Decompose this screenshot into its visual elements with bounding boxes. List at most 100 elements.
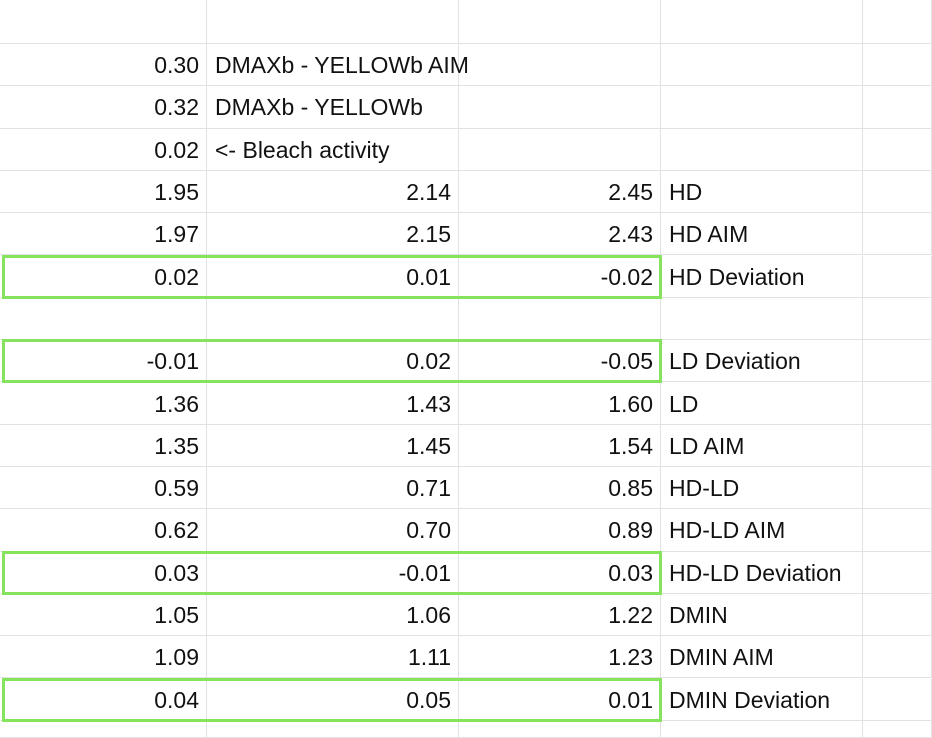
- cell[interactable]: [0, 382, 207, 425]
- label-cell-text: DMAXb - YELLOWb AIM: [215, 52, 469, 79]
- cell[interactable]: [0, 0, 207, 44]
- cell[interactable]: [863, 467, 932, 510]
- cell[interactable]: [459, 297, 661, 341]
- label-cell-text: HD-LD AIM: [669, 517, 786, 544]
- number-cell-text: 0.71: [406, 475, 451, 502]
- label-cell-text: HD: [669, 179, 703, 206]
- cell[interactable]: [661, 467, 863, 510]
- cell[interactable]: [661, 213, 863, 256]
- cell[interactable]: [0, 424, 207, 467]
- cell[interactable]: [459, 86, 661, 129]
- cell[interactable]: [459, 382, 661, 425]
- cell[interactable]: [0, 128, 207, 171]
- number-cell-text: -0.01: [398, 559, 451, 586]
- cell[interactable]: [459, 44, 661, 87]
- cell[interactable]: [863, 424, 932, 467]
- cell[interactable]: [0, 86, 207, 129]
- cell[interactable]: [661, 678, 863, 721]
- cell[interactable]: [207, 424, 459, 467]
- cell[interactable]: [863, 636, 932, 679]
- cell[interactable]: [459, 0, 661, 44]
- cell[interactable]: [459, 424, 661, 467]
- number-cell-text: 1.43: [406, 390, 451, 417]
- cell[interactable]: [207, 593, 459, 637]
- label-cell-text: <- Bleach activity: [215, 136, 390, 163]
- cell[interactable]: [863, 44, 932, 87]
- cell[interactable]: [207, 467, 459, 510]
- cell[interactable]: [0, 467, 207, 510]
- cell[interactable]: [661, 720, 863, 738]
- cell[interactable]: [863, 678, 932, 721]
- number-cell-text: 0.04: [154, 686, 199, 713]
- cell[interactable]: [661, 128, 863, 171]
- number-cell-text: 2.45: [608, 179, 653, 206]
- cell[interactable]: [459, 128, 661, 171]
- cell[interactable]: [661, 255, 863, 298]
- cell[interactable]: [207, 382, 459, 425]
- cell[interactable]: [661, 593, 863, 637]
- cell[interactable]: [0, 297, 207, 341]
- cell[interactable]: [0, 720, 207, 738]
- number-cell-text: 0.02: [154, 136, 199, 163]
- cell[interactable]: [207, 170, 459, 214]
- number-cell-text: 0.30: [154, 52, 199, 79]
- cell[interactable]: [207, 297, 459, 341]
- cell[interactable]: [863, 297, 932, 341]
- cell[interactable]: [207, 720, 459, 738]
- number-cell-text: 1.11: [407, 644, 451, 671]
- cell[interactable]: [863, 593, 932, 637]
- number-cell-text: 0.70: [406, 517, 451, 544]
- number-cell-text: 0.03: [608, 559, 653, 586]
- cell[interactable]: [459, 467, 661, 510]
- cell[interactable]: [207, 0, 459, 44]
- cell[interactable]: [459, 170, 661, 214]
- cell[interactable]: [459, 720, 661, 738]
- number-cell-text: 1.35: [154, 432, 199, 459]
- label-cell-text: LD AIM: [669, 432, 745, 459]
- cell[interactable]: [863, 551, 932, 594]
- number-cell-text: 0.89: [608, 517, 653, 544]
- cell[interactable]: [0, 44, 207, 87]
- cell[interactable]: [207, 128, 459, 171]
- cell[interactable]: [459, 593, 661, 637]
- cell[interactable]: [661, 86, 863, 129]
- cell[interactable]: [863, 170, 932, 214]
- cell[interactable]: [661, 297, 863, 341]
- cell[interactable]: [661, 636, 863, 679]
- number-cell-text: 1.36: [154, 390, 199, 417]
- number-cell-text: 0.03: [154, 559, 199, 586]
- cell[interactable]: [207, 44, 459, 87]
- number-cell-text: 0.59: [154, 475, 199, 502]
- number-cell-text: 2.43: [608, 221, 653, 248]
- cell[interactable]: [863, 128, 932, 171]
- cell[interactable]: [661, 551, 863, 594]
- cell[interactable]: [863, 509, 932, 552]
- number-cell-text: 0.32: [154, 94, 199, 121]
- cell[interactable]: [661, 44, 863, 87]
- number-cell-text: 1.97: [154, 221, 199, 248]
- cell[interactable]: [661, 340, 863, 383]
- cell[interactable]: [863, 382, 932, 425]
- number-cell-text: 1.45: [406, 432, 451, 459]
- cell[interactable]: [863, 255, 932, 298]
- cell[interactable]: [661, 424, 863, 467]
- cell[interactable]: [863, 0, 932, 44]
- cell[interactable]: [661, 382, 863, 425]
- cell[interactable]: [661, 170, 863, 214]
- cell[interactable]: [863, 86, 932, 129]
- cell[interactable]: [863, 720, 932, 738]
- cell[interactable]: [863, 213, 932, 256]
- label-cell-text: HD Deviation: [669, 263, 805, 290]
- number-cell-text: 1.23: [608, 644, 653, 671]
- cell[interactable]: [863, 340, 932, 383]
- label-cell-text: DMIN Deviation: [669, 686, 831, 713]
- cell[interactable]: [207, 86, 459, 129]
- number-cell-text: -0.02: [600, 263, 653, 290]
- label-cell-text: HD-LD Deviation: [669, 559, 842, 586]
- cell[interactable]: [661, 509, 863, 552]
- label-cell-text: HD-LD: [669, 475, 740, 502]
- number-cell-text: 0.05: [406, 686, 451, 713]
- cell[interactable]: [661, 0, 863, 44]
- cell[interactable]: [0, 593, 207, 637]
- cell[interactable]: [0, 170, 207, 214]
